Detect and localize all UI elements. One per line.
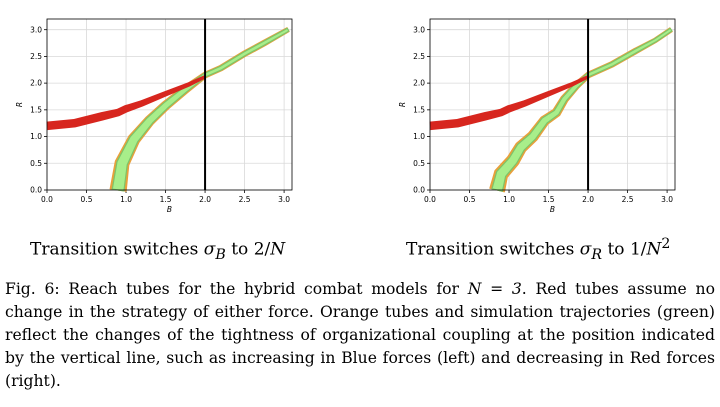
- x-tick-label: 0.0: [424, 195, 436, 204]
- y-tick-label: 2.5: [30, 52, 42, 61]
- y-tick-label: 0.5: [413, 159, 425, 168]
- x-tick-label: 3.0: [661, 195, 673, 204]
- green-simulation-trajectories: [111, 27, 290, 192]
- x-tick-label: 1.5: [543, 195, 555, 204]
- subcaption-exponent: 2: [661, 236, 671, 252]
- red-reach-tube: [46, 75, 206, 131]
- subcaption-symbol: σ: [579, 239, 592, 260]
- figure-caption: Fig. 6: Reach tubes for the hybrid comba…: [5, 278, 715, 393]
- subcaption-to: to: [607, 239, 625, 260]
- subcaption-symbol: σ: [203, 239, 216, 260]
- plot-left: 0.0 0.5 1.0 1.5 2.0 2.5 3.0 0.0 0.5 1.0 1.5 2.0 2.5 3…: [15, 18, 293, 214]
- plot-right: 0.0 0.5 1.0 1.5 2.0 2.5 3.0 0.0 0.5 1.0 1.5 2.0 2.5 3…: [398, 18, 676, 214]
- y-tick-label: 2.0: [30, 79, 42, 88]
- subcaption-n: N: [646, 239, 662, 260]
- caption-rest: . Red tubes assume no change in the stra…: [5, 280, 715, 390]
- y-tick-label: 3.0: [413, 25, 425, 34]
- plot-background: [430, 19, 675, 190]
- caption-label: Fig. 6:: [5, 280, 60, 298]
- y-tick-label: 1.0: [413, 132, 425, 141]
- plot-frame: [46, 18, 293, 191]
- subcaption-value: 2/: [253, 239, 271, 260]
- y-tick-label: 0.5: [30, 159, 42, 168]
- x-tick-label: 3.0: [278, 195, 290, 204]
- y-tick-label: 1.5: [413, 105, 425, 114]
- y-tick-label: 1.0: [30, 132, 42, 141]
- x-tick-label: 0.5: [81, 195, 93, 204]
- y-tick-label: 1.5: [30, 105, 42, 114]
- x-tick-label: 0.5: [464, 195, 476, 204]
- caption-math: N = 3: [467, 280, 522, 298]
- caption-lead: Reach tubes for the hybrid combat models…: [68, 280, 459, 298]
- y-axis-label: R: [398, 102, 407, 107]
- x-tick-label: 2.0: [199, 195, 211, 204]
- x-tick-label: 1.0: [120, 195, 132, 204]
- x-tick-label: 1.0: [503, 195, 515, 204]
- green-simulation-trajectories: [491, 27, 673, 192]
- plot-frame: [429, 18, 676, 191]
- y-tick-label: 0.0: [413, 186, 425, 195]
- x-tick-label: 0.0: [41, 195, 53, 204]
- subcaption-text: Transition switches: [30, 239, 199, 260]
- y-tick-label: 2.0: [413, 79, 425, 88]
- y-axis-label: R: [15, 102, 24, 107]
- x-tick-label: 2.5: [239, 195, 251, 204]
- subcaption-left: Transition switches σB to 2/N: [30, 236, 285, 263]
- y-tick-label: 3.0: [30, 25, 42, 34]
- subcaption-subscript: R: [591, 247, 603, 264]
- subcaption-n: N: [270, 239, 286, 260]
- y-tick-label: 0.0: [30, 186, 42, 195]
- y-tick-label: 2.5: [413, 52, 425, 61]
- subcaption-right: Transition switches σR to 1/N2: [406, 236, 670, 263]
- subcaption-value: 1/: [629, 239, 647, 260]
- x-axis-label: B: [550, 205, 555, 214]
- x-axis-label: B: [167, 205, 172, 214]
- x-tick-label: 1.5: [160, 195, 172, 204]
- subcaption-to: to: [231, 239, 249, 260]
- subcaption-text: Transition switches: [406, 239, 575, 260]
- x-tick-label: 2.0: [582, 195, 594, 204]
- subcaption-subscript: B: [215, 247, 226, 264]
- x-tick-label: 2.5: [622, 195, 634, 204]
- red-reach-tube: [429, 75, 589, 131]
